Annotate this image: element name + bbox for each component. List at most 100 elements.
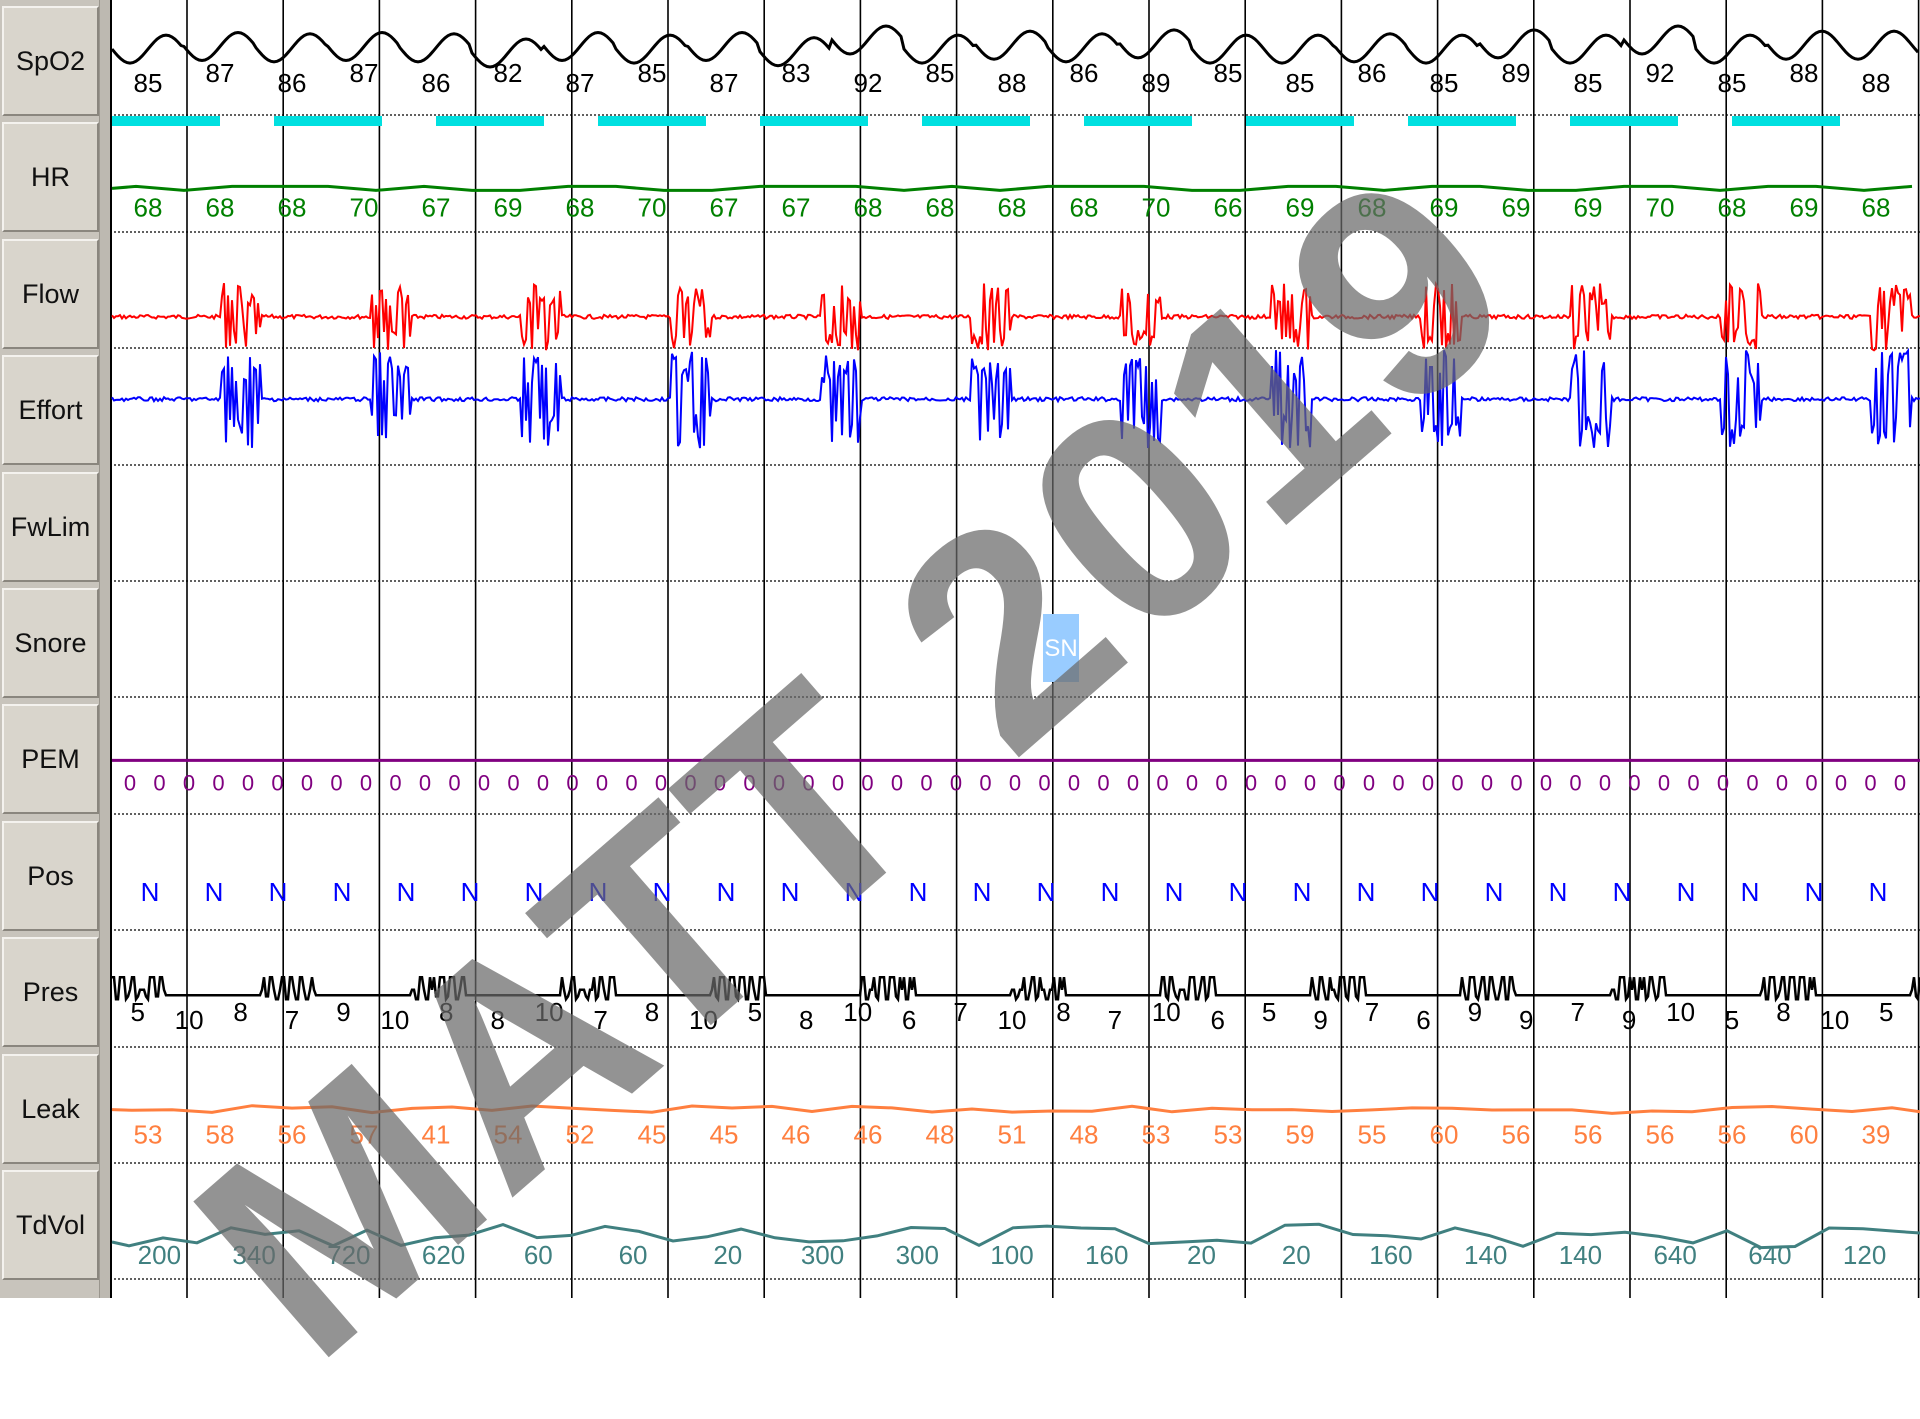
pos-value-label: N — [1549, 877, 1568, 907]
spo2-value-label: 85 — [1286, 68, 1315, 98]
pem-value-label: 0 — [1717, 770, 1729, 795]
pos-value-label: N — [1101, 877, 1120, 907]
pem-value-label: 0 — [1776, 770, 1788, 795]
leak-value-label: 55 — [1358, 1120, 1387, 1150]
channel-button-flow[interactable]: Flow — [2, 239, 99, 349]
pres-value-label: 5 — [130, 997, 144, 1027]
tdvol-value-label: 160 — [1085, 1240, 1128, 1270]
pem-value-label: 0 — [1274, 770, 1286, 795]
pem-value-label: 0 — [1215, 770, 1227, 795]
channel-button-tdvol[interactable]: TdVol — [2, 1170, 99, 1280]
hr-value-label: 68 — [854, 192, 883, 222]
channel-button-effort[interactable]: Effort — [2, 355, 99, 465]
spo2-value-label: 86 — [1358, 58, 1387, 88]
hr-trace — [111, 184, 1913, 192]
spo2-value-label: 87 — [566, 68, 595, 98]
leak-trace — [111, 1104, 1920, 1115]
pres-value-label: 5 — [1725, 1005, 1739, 1035]
spo2-value-label: 86 — [422, 68, 451, 98]
pres-value-label: 9 — [1468, 997, 1482, 1027]
leak-value-label: 48 — [926, 1120, 955, 1150]
channel-button-hr[interactable]: HR — [2, 122, 99, 232]
pem-value-label: 0 — [1628, 770, 1640, 795]
pres-value-label: 10 — [1820, 1005, 1849, 1035]
pos-value-label: N — [1869, 877, 1888, 907]
pos-value-label: N — [781, 877, 800, 907]
spo2-value-label: 85 — [638, 58, 667, 88]
spo2-value-label: 85 — [1718, 68, 1747, 98]
channel-button-spo2[interactable]: SpO2 — [2, 6, 99, 116]
leak-value-label: 53 — [134, 1120, 163, 1150]
channel-button-fwlim[interactable]: FwLim — [2, 472, 99, 582]
hr-value-label: 69 — [1502, 192, 1531, 222]
pos-value-label: N — [1613, 877, 1632, 907]
pem-value-label: 0 — [1009, 770, 1021, 795]
pos-value-label: N — [1677, 877, 1696, 907]
tdvol-value-label: 140 — [1559, 1240, 1602, 1270]
pres-value-label: 9 — [336, 997, 350, 1027]
pem-value-label: 0 — [1186, 770, 1198, 795]
leak-value-label: 56 — [278, 1120, 307, 1150]
channel-button-pos[interactable]: Pos — [2, 821, 99, 931]
tdvol-value-label: 720 — [327, 1240, 370, 1270]
spo2-value-label: 92 — [1646, 58, 1675, 88]
pem-value-label: 0 — [743, 770, 755, 795]
spo2-value-label: 89 — [1502, 58, 1531, 88]
pem-value-label: 0 — [1038, 770, 1050, 795]
spo2-value-label: 88 — [1790, 58, 1819, 88]
pres-value-label: 8 — [490, 1005, 504, 1035]
channel-button-pres[interactable]: Pres — [2, 937, 99, 1047]
pem-value-label: 0 — [1451, 770, 1463, 795]
spo2-value-label: 86 — [278, 68, 307, 98]
hr-value-label: 70 — [350, 192, 379, 222]
pem-value-label: 0 — [773, 770, 785, 795]
spo2-value-label: 85 — [926, 58, 955, 88]
desaturation-marker — [1732, 116, 1840, 126]
tdvol-value-label: 340 — [232, 1240, 275, 1270]
channel-button-pem[interactable]: PEM — [2, 704, 99, 814]
channel-button-leak[interactable]: Leak — [2, 1054, 99, 1164]
hr-value-label: 67 — [422, 192, 451, 222]
hr-value-label: 67 — [782, 192, 811, 222]
pres-value-label: 6 — [1416, 1005, 1430, 1035]
sidebar-splitter[interactable] — [99, 0, 110, 1298]
pem-value-label: 0 — [1540, 770, 1552, 795]
pem-value-label: 0 — [389, 770, 401, 795]
pem-value-label: 0 — [1156, 770, 1168, 795]
signal-chart: 85 87 86 87 86 82 87 85 87 83 92 85 88 86 89 85 85 86 85 89… — [110, 0, 1920, 1298]
pres-value-label: 8 — [799, 1005, 813, 1035]
pem-value-label: 0 — [1304, 770, 1316, 795]
pos-value-label: N — [973, 877, 992, 907]
pem-value-label: 0 — [979, 770, 991, 795]
leak-value-label: 52 — [566, 1120, 595, 1150]
pos-value-label: N — [205, 877, 224, 907]
leak-value-label: 60 — [1790, 1120, 1819, 1150]
leak-value-label: 45 — [638, 1120, 667, 1150]
pem-value-label: 0 — [1097, 770, 1109, 795]
pem-value-label: 0 — [1658, 770, 1670, 795]
desaturation-marker — [598, 116, 706, 126]
pem-value-label: 0 — [153, 770, 165, 795]
pem-value-label: 0 — [832, 770, 844, 795]
desaturation-marker — [760, 116, 868, 126]
pem-value-label: 0 — [301, 770, 313, 795]
desaturation-marker — [112, 116, 220, 126]
spo2-value-label: 82 — [494, 58, 523, 88]
leak-value-label: 54 — [494, 1120, 523, 1150]
leak-value-label: 60 — [1430, 1120, 1459, 1150]
channel-button-snore[interactable]: Snore — [2, 588, 99, 698]
desaturation-marker — [1570, 116, 1678, 126]
pem-value-label: 0 — [1569, 770, 1581, 795]
hr-value-label: 68 — [206, 192, 235, 222]
pem-value-label: 0 — [448, 770, 460, 795]
spo2-value-label: 86 — [1070, 58, 1099, 88]
pem-value-label: 0 — [950, 770, 962, 795]
pem-value-label: 0 — [1746, 770, 1758, 795]
pem-value-label: 0 — [802, 770, 814, 795]
pos-value-label: N — [1293, 877, 1312, 907]
spo2-value-label: 83 — [782, 58, 811, 88]
pres-value-label: 8 — [645, 997, 659, 1027]
tdvol-value-label: 100 — [990, 1240, 1033, 1270]
pos-value-label: N — [909, 877, 928, 907]
hr-value-label: 70 — [1646, 192, 1675, 222]
